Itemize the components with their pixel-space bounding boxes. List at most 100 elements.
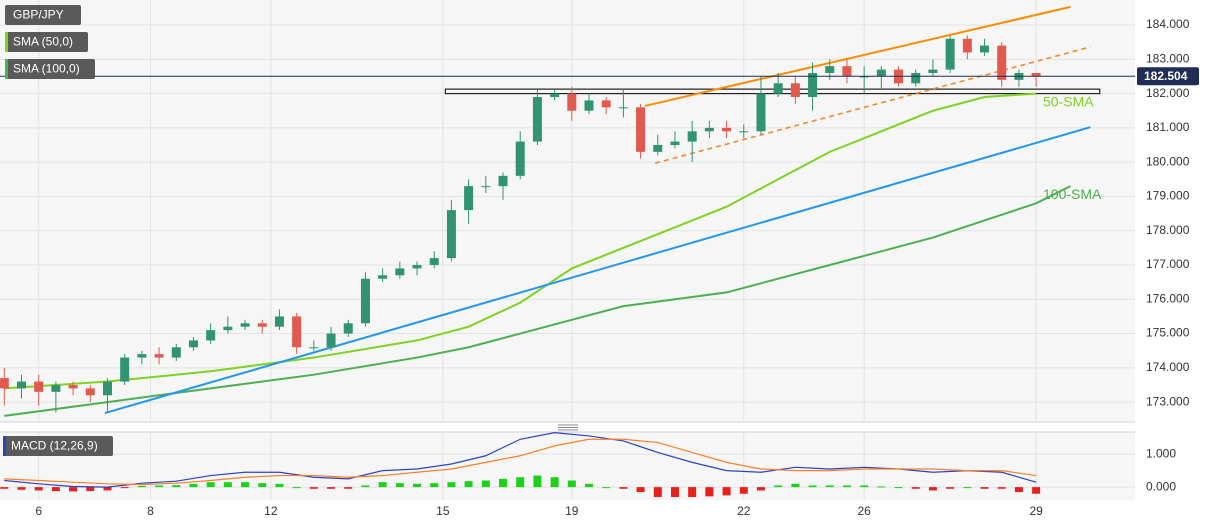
candle-body xyxy=(1031,73,1041,77)
histogram-bar xyxy=(636,487,645,493)
candle-body xyxy=(378,275,388,279)
candle-body xyxy=(343,323,353,334)
candle-body xyxy=(911,73,921,84)
candle-body xyxy=(412,264,422,269)
candle-body xyxy=(980,45,990,53)
candle-body xyxy=(842,66,852,77)
candle-body xyxy=(773,83,783,94)
sma-label: 50-SMA xyxy=(1043,93,1094,109)
candle-body xyxy=(876,69,886,77)
y-tick-label: 183.000 xyxy=(1146,51,1190,65)
histogram-bar xyxy=(413,483,422,488)
price-tag-label: 182.504 xyxy=(1144,69,1188,83)
histogram-bar xyxy=(825,485,834,488)
histogram-bar xyxy=(533,475,542,488)
y-tick-label: 179.000 xyxy=(1146,189,1190,203)
x-tick-label: 19 xyxy=(565,504,579,518)
candle-body xyxy=(962,38,972,53)
candle-body xyxy=(567,93,577,111)
candle-body xyxy=(188,340,198,348)
histogram-bar xyxy=(842,485,851,488)
histogram-bar xyxy=(911,487,920,489)
y-tick-label: 175.000 xyxy=(1146,326,1190,340)
trend-line xyxy=(644,5,1071,107)
macd-panel xyxy=(0,432,1135,500)
histogram-bar xyxy=(602,487,611,489)
legend-box xyxy=(5,32,88,52)
candle-body xyxy=(601,100,611,108)
histogram-bar xyxy=(137,485,146,488)
resize-handle[interactable] xyxy=(558,424,578,431)
histogram-bar xyxy=(516,477,525,488)
histogram-bar xyxy=(946,487,955,489)
histogram-bar xyxy=(774,485,783,488)
histogram-bar xyxy=(51,487,60,492)
x-tick-label: 29 xyxy=(1029,504,1043,518)
histogram-bar xyxy=(275,483,284,488)
candle-body xyxy=(464,186,474,211)
candle-body xyxy=(137,354,147,358)
histogram-bar xyxy=(894,487,903,489)
candle-body xyxy=(120,357,130,382)
candle-body xyxy=(859,76,869,78)
macd-line xyxy=(4,438,1037,486)
histogram-bar xyxy=(172,485,181,488)
legend-label: MACD (12,26,9) xyxy=(11,439,98,453)
x-tick-label: 12 xyxy=(264,504,278,518)
candle-body xyxy=(16,381,26,389)
histogram-bar xyxy=(241,482,250,488)
candle-body xyxy=(704,127,714,132)
histogram-bar xyxy=(258,483,267,488)
y-tick-label: 177.000 xyxy=(1146,257,1190,271)
legend-swatch xyxy=(5,59,8,79)
histogram-bar xyxy=(464,481,473,488)
histogram-bar xyxy=(567,480,576,488)
x-tick-label: 15 xyxy=(436,504,450,518)
trend-line xyxy=(104,126,1091,415)
candle-body xyxy=(945,38,955,70)
x-tick-label: 26 xyxy=(857,504,871,518)
candle-body xyxy=(481,186,491,188)
price-panel xyxy=(0,0,1135,422)
legend-label: SMA (50,0) xyxy=(13,35,73,49)
histogram-bar xyxy=(103,487,112,491)
candle-body xyxy=(670,141,680,146)
histogram-bar xyxy=(722,487,731,496)
histogram-bar xyxy=(292,487,301,489)
histogram-bar xyxy=(34,487,43,491)
candle-body xyxy=(532,97,542,142)
y-tick-label: 178.000 xyxy=(1146,223,1190,237)
histogram-bar xyxy=(206,482,215,488)
histogram-bar xyxy=(791,483,800,488)
histogram-bar xyxy=(1032,487,1041,494)
candle-body xyxy=(34,381,44,392)
histogram-bar xyxy=(378,482,387,488)
candle-body xyxy=(326,333,336,348)
y-tick-label: 176.000 xyxy=(1146,291,1190,305)
histogram-bar xyxy=(189,483,198,488)
candle-body xyxy=(223,326,233,331)
sma-label: 100-SMA xyxy=(1043,186,1102,202)
histogram-bar xyxy=(688,487,697,498)
macd-line xyxy=(4,432,1037,488)
histogram-bar xyxy=(963,487,972,489)
histogram-bar xyxy=(1014,487,1023,493)
histogram-bar xyxy=(808,485,817,488)
histogram-bar xyxy=(447,482,456,488)
candle-body xyxy=(360,278,370,324)
histogram-bar xyxy=(361,485,370,488)
candle-body xyxy=(550,93,560,98)
histogram-bar xyxy=(860,485,869,488)
y-tick-label: 1.000 xyxy=(1146,446,1176,460)
histogram-bar xyxy=(928,487,937,491)
candle-body xyxy=(68,384,78,389)
candle-body xyxy=(0,378,9,389)
candle-body xyxy=(274,316,284,327)
histogram-bar xyxy=(17,487,26,490)
candle-body xyxy=(446,210,456,259)
y-tick-label: 182.000 xyxy=(1146,86,1190,100)
candle-body xyxy=(928,69,938,74)
histogram-bar xyxy=(430,483,439,488)
x-tick-label: 8 xyxy=(147,504,154,518)
